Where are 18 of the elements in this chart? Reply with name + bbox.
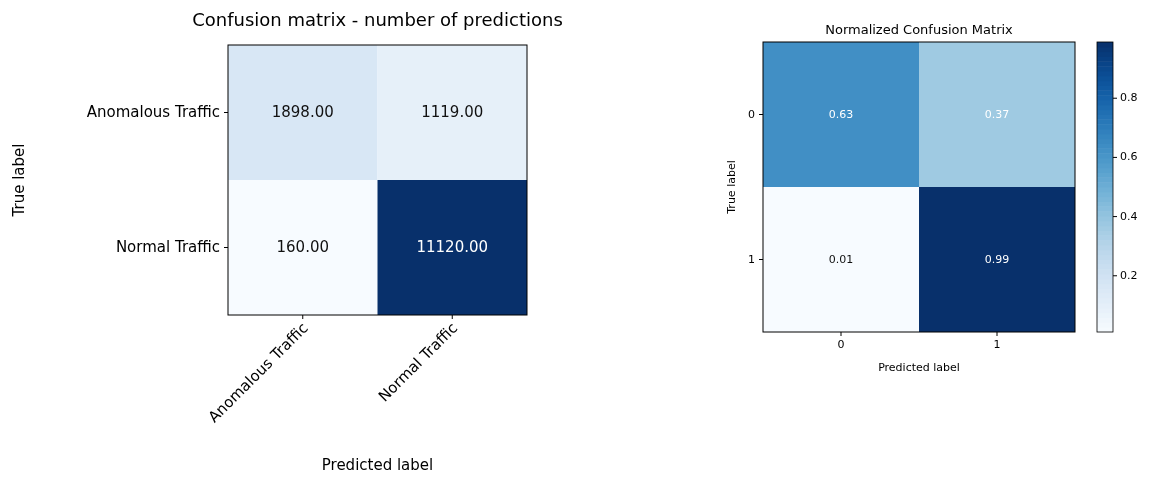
chart-title: Confusion matrix - number of predictions <box>192 9 563 30</box>
color-bar-label: 0.6 <box>1120 150 1138 164</box>
chart-title: Normalized Confusion Matrix <box>825 22 1014 37</box>
color-bar-label: 0.2 <box>1120 268 1138 282</box>
data-label: 0.99 <box>984 252 1010 266</box>
data-label: 0.01 <box>828 252 854 266</box>
y-axis-title: True label <box>725 160 738 215</box>
data-label: 0.63 <box>828 107 854 121</box>
color-bar-label: 0.4 <box>1120 209 1138 223</box>
data-label: 1898.00 <box>271 103 334 121</box>
x-axis-title: Predicted label <box>878 361 960 374</box>
data-label: 11120.00 <box>416 238 489 256</box>
data-label: 0.37 <box>984 107 1010 121</box>
x-axis-title: Predicted label <box>321 456 434 474</box>
data-label: 1119.00 <box>421 103 484 121</box>
data-label: 160.00 <box>276 238 329 256</box>
y-axis-title: True label <box>10 143 28 218</box>
color-bar-label: 0.8 <box>1120 91 1138 105</box>
